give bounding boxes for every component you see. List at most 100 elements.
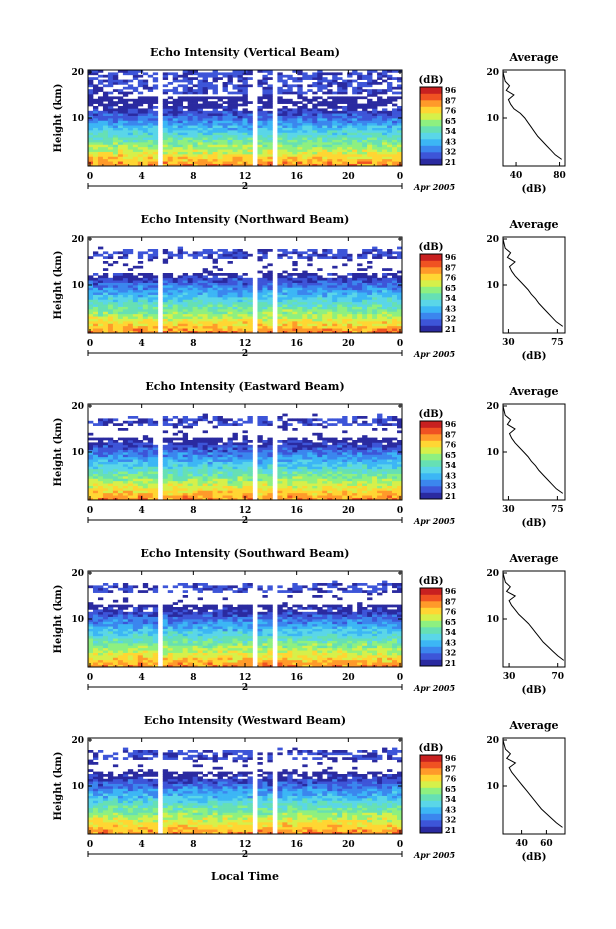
heatmap-cell (317, 299, 323, 303)
heatmap-cell (127, 139, 134, 143)
colorbar-segment (420, 312, 442, 320)
heatmap-cell (307, 309, 313, 312)
heatmap-cell (357, 72, 363, 76)
heatmap-cell (97, 118, 104, 121)
heatmap-cell (217, 289, 223, 293)
heatmap-cell (112, 318, 119, 322)
heatmap-cell (97, 485, 104, 489)
heatmap-cell (162, 299, 169, 303)
heatmap-cell (212, 440, 218, 443)
heatmap-cell (112, 273, 119, 276)
heatmap-cell (197, 442, 203, 446)
heatmap-cell (327, 163, 333, 167)
heatmap-cell (317, 163, 323, 167)
heatmap-cell (277, 108, 283, 112)
heatmap-cell (197, 306, 203, 310)
heatmap-cell (232, 130, 238, 133)
heatmap-cell (282, 161, 288, 164)
heatmap-cell (167, 285, 174, 288)
heatmap-cell (142, 418, 149, 422)
heatmap-cell (372, 115, 378, 119)
heatmap-cell (182, 125, 189, 128)
heatmap-cell (142, 82, 149, 85)
heatmap-cell (202, 483, 208, 486)
heatmap-cell (332, 309, 338, 312)
heatmap-cell (97, 132, 104, 136)
heatmap-cell (217, 249, 223, 252)
heatmap-cell (397, 108, 403, 112)
heatmap-cell (357, 120, 363, 124)
y-axis-label: Height (km) (53, 84, 64, 153)
heatmap-cell (192, 423, 198, 426)
heatmap-cell (177, 251, 184, 255)
heatmap-cell (202, 323, 208, 327)
heatmap-cell (142, 495, 149, 498)
heatmap-cell (282, 321, 288, 324)
heatmap-cell (262, 323, 268, 327)
heatmap-cell (177, 466, 184, 470)
heatmap-cell (302, 113, 308, 116)
heatmap-cell (277, 86, 283, 90)
heatmap-cell (262, 416, 268, 419)
profile-y-tick-label: 20 (486, 68, 499, 78)
heatmap-cell (182, 91, 189, 95)
heatmap-cell (297, 480, 303, 484)
heatmap-cell (88, 91, 94, 95)
heatmap-cell (192, 454, 198, 458)
heatmap-cell (147, 149, 154, 152)
heatmap-cell (102, 94, 109, 97)
heatmap-cell (337, 318, 343, 322)
heatmap-cell (237, 89, 243, 92)
heatmap-cell (182, 144, 189, 148)
heatmap-cell (372, 146, 378, 150)
heatmap-cell (142, 132, 149, 136)
heatmap-cell (152, 294, 159, 298)
heatmap-cell (212, 459, 218, 462)
heatmap-cell (302, 108, 308, 112)
heatmap-cell (88, 96, 94, 100)
heatmap-cell (382, 280, 388, 283)
heatmap-cell (317, 161, 323, 164)
heatmap-cell (372, 163, 378, 167)
heatmap-cell (92, 91, 99, 95)
heatmap-cell (127, 309, 134, 312)
heatmap-cell (362, 304, 368, 307)
heatmap-cell (122, 456, 129, 460)
heatmap-cell (382, 316, 388, 319)
heatmap-cell (127, 456, 134, 460)
heatmap-cell (202, 156, 208, 160)
heatmap-cell (287, 423, 293, 426)
heatmap-cell (257, 461, 263, 465)
heatmap-cell (257, 289, 263, 293)
heatmap-cell (282, 425, 288, 429)
heatmap-cell (202, 161, 208, 164)
heatmap-cell (247, 253, 253, 257)
heatmap-cell (337, 282, 343, 286)
heatmap-cell (287, 130, 293, 133)
heatmap-cell (117, 89, 124, 92)
heatmap-cell (377, 77, 383, 80)
heatmap-cell (352, 70, 358, 73)
heatmap-cell (307, 325, 313, 329)
heatmap-cell (257, 447, 263, 450)
heatmap-cell (387, 82, 393, 85)
heatmap-cell (102, 122, 109, 126)
heatmap-cell (317, 82, 323, 85)
heatmap-cell (277, 471, 283, 474)
heatmap-cell (112, 158, 119, 162)
heatmap-cell (88, 289, 94, 293)
heatmap-cell (92, 461, 99, 465)
heatmap-cell (222, 163, 228, 167)
heatmap-cell (277, 321, 283, 324)
heatmap-cell (257, 132, 263, 136)
heatmap-cell (107, 301, 114, 305)
heatmap-cell (282, 277, 288, 281)
heatmap-cell (192, 70, 198, 73)
heatmap-cell (317, 253, 323, 257)
heatmap-cell (177, 492, 184, 496)
heatmap-cell (167, 461, 174, 465)
heatmap-cell (182, 89, 189, 92)
heatmap-cell (92, 273, 99, 276)
heatmap-cell (377, 130, 383, 133)
heatmap-cell (247, 142, 253, 145)
